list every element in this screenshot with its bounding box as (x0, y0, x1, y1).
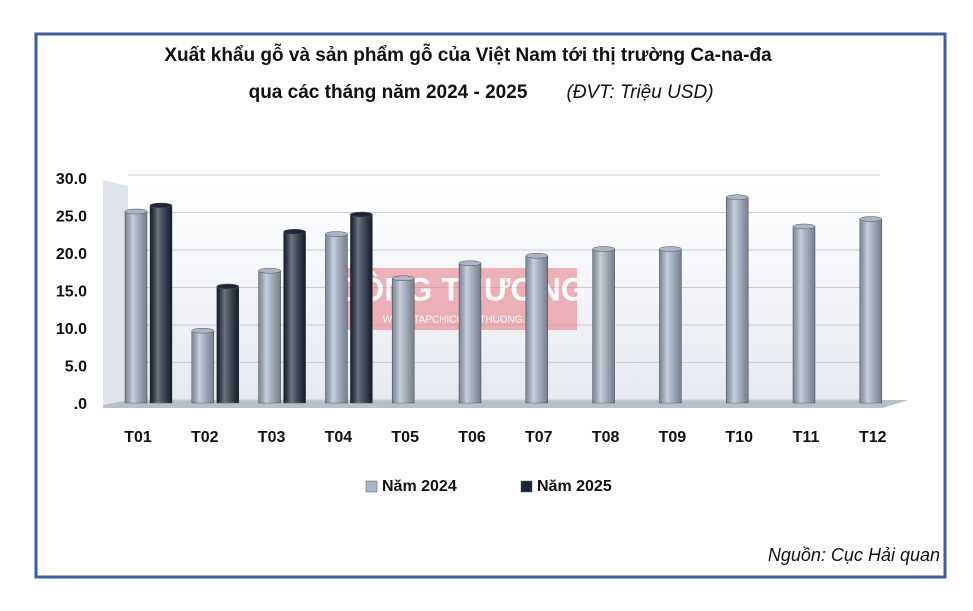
x-tick-label: T06 (458, 429, 486, 446)
y-tick-label: 25.0 (56, 209, 87, 226)
bar-cap (525, 253, 549, 259)
legend-label: Năm 2025 (537, 478, 612, 495)
x-tick-label: T09 (659, 429, 687, 446)
y-tick-label: 5.0 (65, 359, 87, 376)
legend-swatch (365, 480, 378, 493)
bar-shade (392, 278, 415, 403)
y-tick-label: .0 (74, 396, 87, 413)
y-tick-label: 15.0 (56, 284, 87, 301)
bar-cap (458, 260, 482, 266)
bar-cap (124, 208, 148, 215)
x-tick-label: T02 (191, 429, 219, 446)
bar-shade (258, 270, 281, 403)
bar-shade (659, 249, 682, 403)
bar-shade (859, 219, 882, 403)
bar-cap (792, 223, 816, 230)
x-tick-label: T05 (391, 429, 419, 446)
bar-cap (283, 229, 306, 235)
bar-shade (350, 214, 373, 403)
bar-shade (592, 249, 615, 403)
x-tick-label: T12 (859, 429, 887, 446)
chart-title-line2: qua các tháng năm 2024 - 2025 (249, 82, 528, 103)
bar-shade (325, 234, 348, 403)
bar-cap (258, 268, 281, 274)
x-tick-label: T07 (525, 429, 553, 446)
bar-shade (150, 205, 172, 403)
bar-cap (149, 202, 173, 209)
x-tick-label: T08 (592, 429, 620, 446)
side-wall (103, 180, 128, 405)
y-tick-label: 10.0 (56, 321, 87, 338)
x-tick-label: T01 (124, 429, 152, 446)
bar-shade (525, 255, 548, 403)
x-tick-label: T10 (725, 429, 753, 446)
chart-subtitle: (ĐVT: Triệu USD) (566, 82, 713, 103)
bar-cap (592, 246, 615, 252)
x-tick-label: T04 (325, 429, 353, 446)
bar-shade (459, 263, 481, 403)
legend-swatch (520, 480, 533, 493)
bar-cap (859, 216, 883, 222)
bar-cap (725, 194, 749, 200)
bar-shade (216, 286, 239, 403)
bar-shade (283, 231, 306, 403)
x-tick-label: T11 (793, 429, 820, 446)
bar-cap (325, 231, 348, 237)
bar-shade (793, 226, 815, 403)
source: Nguồn: Cục Hải quan (768, 545, 940, 565)
chart-title: Xuất khẩu gỗ và sản phẩm gỗ của Việt Nam… (164, 44, 772, 66)
legend-label: Năm 2024 (382, 478, 457, 495)
y-tick-label: 20.0 (56, 246, 87, 263)
bar-cap (391, 275, 415, 281)
bar-cap (350, 211, 373, 218)
bar-cap (216, 283, 240, 290)
bar-shade (125, 211, 147, 403)
bar-shade (191, 330, 214, 403)
bar-cap (659, 246, 682, 252)
bar-cap (191, 328, 215, 334)
bar-shade (726, 197, 749, 403)
y-tick-label: 30.0 (56, 171, 87, 188)
x-tick-label: T03 (258, 429, 286, 446)
